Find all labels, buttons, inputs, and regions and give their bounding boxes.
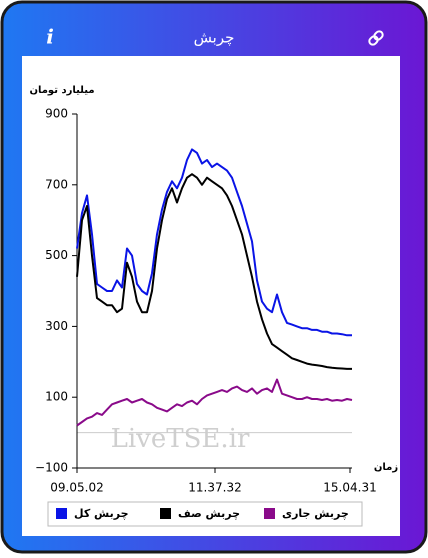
- legend: [47, 501, 363, 527]
- link-button[interactable]: [368, 30, 384, 46]
- info-button[interactable]: i: [46, 25, 54, 49]
- series-line: [76, 378, 353, 427]
- y-axis-title: میلیارد تومان: [29, 85, 94, 96]
- series-line: [76, 173, 352, 370]
- y-tick-label: 300: [45, 319, 68, 333]
- header-title: چربش: [194, 29, 235, 47]
- y-tick-label: 700: [45, 177, 68, 191]
- legend-swatch: [264, 508, 275, 519]
- legend-label: چربش صف: [178, 507, 240, 520]
- panel: [22, 56, 400, 536]
- legend-label: چربش جاری: [282, 507, 349, 520]
- legend-swatch: [160, 508, 171, 519]
- watermark: LiveTSE.ir: [111, 424, 250, 454]
- legend-swatch: [56, 508, 67, 519]
- x-tick-label: 11.37.32: [188, 481, 241, 495]
- y-tick-label: 100: [45, 390, 68, 404]
- y-tick-label: −100: [35, 461, 68, 475]
- x-axis-title: زمان: [374, 462, 398, 473]
- x-tick-label: 09.05.02: [50, 481, 103, 495]
- series-line: [76, 148, 352, 337]
- y-tick-label: 500: [45, 248, 68, 262]
- legend-label: چربش کل: [74, 507, 129, 520]
- y-tick-label: 900: [45, 107, 68, 121]
- x-tick-label: 15.04.31: [323, 481, 376, 495]
